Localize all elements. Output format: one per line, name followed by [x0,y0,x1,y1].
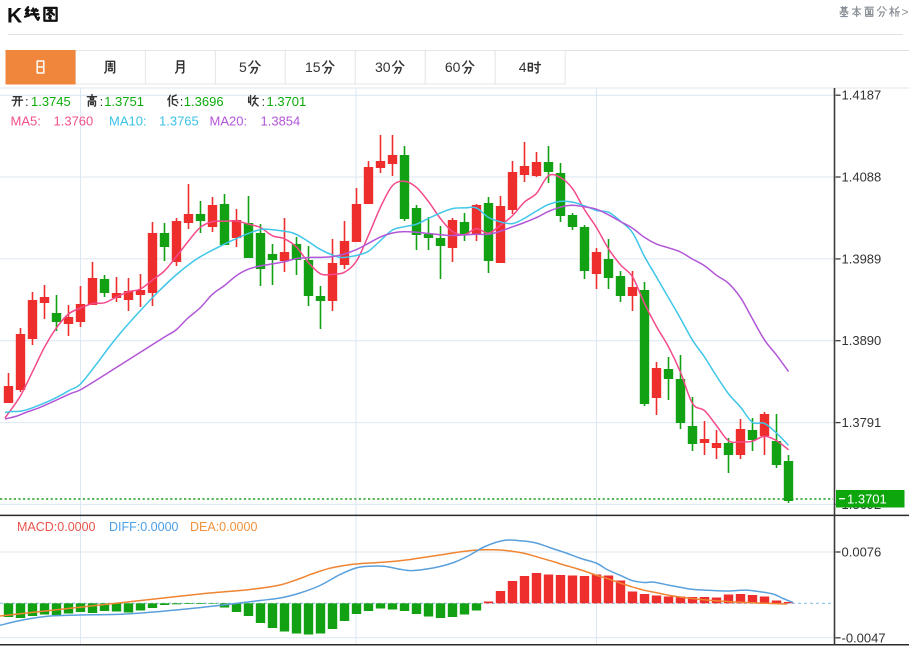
svg-text:1.4187: 1.4187 [842,88,882,103]
svg-text:K: K [7,5,22,28]
svg-text:0.0076: 0.0076 [842,545,882,560]
svg-text::: : [180,94,184,109]
svg-text:1.3765: 1.3765 [159,114,199,129]
svg-text:5: 5 [239,59,247,75]
svg-text:1.3696: 1.3696 [184,94,224,109]
svg-text:MA5:: MA5: [11,114,41,129]
svg-text:DEA:0.0000: DEA:0.0000 [190,520,257,534]
svg-text::: : [262,94,266,109]
svg-text:60: 60 [445,59,461,75]
svg-text:1.3854: 1.3854 [261,114,301,129]
svg-text:1.3701: 1.3701 [267,94,307,109]
svg-text:1.3745: 1.3745 [31,94,71,109]
svg-text:>: > [902,5,909,19]
svg-text:MA20:: MA20: [210,114,248,129]
svg-text:MACD:0.0000: MACD:0.0000 [17,520,96,534]
svg-text:MA10:: MA10: [109,114,147,129]
svg-text:15: 15 [305,59,321,75]
svg-text:1.3890: 1.3890 [842,333,882,348]
svg-text:1.4088: 1.4088 [842,170,882,185]
svg-text:1.3760: 1.3760 [54,114,94,129]
svg-text::: : [25,94,29,109]
svg-text:1.3751: 1.3751 [104,94,144,109]
svg-text:4: 4 [519,59,527,75]
svg-text:1.3791: 1.3791 [842,415,882,430]
svg-text:1.3989: 1.3989 [842,251,882,266]
svg-text:30: 30 [375,59,391,75]
svg-text:1.3701: 1.3701 [847,492,887,507]
svg-text:DIFF:0.0000: DIFF:0.0000 [109,520,179,534]
svg-text:-0.0047: -0.0047 [842,630,886,645]
svg-text::: : [100,94,104,109]
